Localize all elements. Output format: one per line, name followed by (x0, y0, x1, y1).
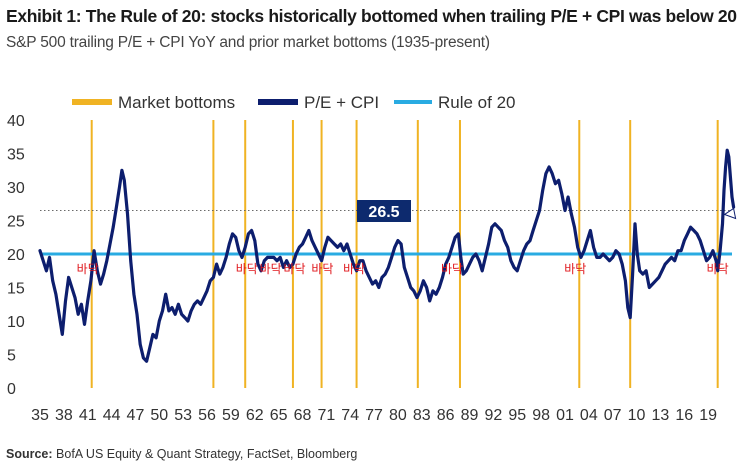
x-tick-label: 74 (341, 407, 359, 424)
y-tick-label: 20 (7, 247, 25, 264)
x-tick-label: 13 (652, 407, 670, 424)
y-tick-label: 15 (7, 281, 25, 298)
source-label: Source: (6, 447, 53, 461)
x-tick-label: 16 (675, 407, 693, 424)
legend-swatch-series (258, 99, 298, 105)
chart-title: Exhibit 1: The Rule of 20: stocks histor… (6, 6, 737, 26)
x-tick-label: 53 (174, 407, 192, 424)
x-tick-label: 80 (389, 407, 407, 424)
source-note: Source: BofA US Equity & Quant Strategy,… (6, 447, 357, 461)
callout-box (357, 200, 411, 222)
series-layer (38, 148, 736, 363)
legend-swatch-bottoms (72, 99, 112, 105)
x-tick-label: 47 (127, 407, 145, 424)
x-tick-label: 44 (103, 407, 121, 424)
y-tick-label: 10 (7, 314, 25, 331)
chart-subtitle: S&P 500 trailing P/E + CPI YoY and prior… (6, 34, 490, 51)
bottom-label: 바닥 (311, 262, 333, 276)
x-tick-label: 62 (246, 407, 264, 424)
y-tick-label: 40 (7, 113, 25, 130)
x-tick-label: 10 (628, 407, 646, 424)
x-tick-label: 68 (294, 407, 312, 424)
bottom-label: 바닥 (236, 262, 258, 276)
axes: 0 5 10 15 20 25 30 35 40 35 38 41 44 47 50 53 56 59 62 65 68… (7, 113, 717, 424)
x-tick-label: 35 (31, 407, 49, 424)
pe-cpi-series-line (38, 148, 736, 363)
x-tick-label: 04 (580, 407, 598, 424)
x-tick-label: 92 (484, 407, 502, 424)
x-tick-label: 65 (270, 407, 288, 424)
x-tick-label: 41 (79, 407, 97, 424)
x-tick-label: 89 (461, 407, 479, 424)
bottom-label: 바닥 (441, 262, 463, 276)
legend-label-series: P/E + CPI (304, 93, 379, 112)
y-tick-label: 5 (7, 348, 16, 365)
x-tick-label: 98 (532, 407, 550, 424)
current-value-callout: 26.5 (357, 200, 737, 222)
x-tick-label: 01 (556, 407, 574, 424)
bottom-label: 바닥 (77, 262, 99, 276)
legend: Market bottoms P/E + CPI Rule of 20 (72, 93, 516, 112)
reference-lines (40, 210, 732, 256)
y-tick-label: 35 (7, 147, 25, 164)
x-tick-label: 59 (222, 407, 240, 424)
y-tick-label: 0 (7, 381, 16, 398)
legend-swatch-rule (394, 100, 432, 104)
x-tick-label: 50 (150, 407, 168, 424)
arrow-icon (723, 207, 737, 220)
y-tick-label: 30 (7, 180, 25, 197)
x-tick-label: 77 (365, 407, 383, 424)
x-tick-label: 83 (413, 407, 431, 424)
bottom-label: 바닥 (283, 262, 305, 276)
x-tick-label: 38 (55, 407, 73, 424)
x-tick-label: 95 (508, 407, 526, 424)
callout-value: 26.5 (368, 204, 399, 221)
y-tick-label: 25 (7, 214, 25, 231)
bottom-label: 바닥 (707, 262, 729, 276)
legend-label-rule: Rule of 20 (438, 93, 516, 112)
bottom-label: 바닥 (343, 262, 365, 276)
x-tick-label: 19 (699, 407, 717, 424)
x-tick-label: 86 (437, 407, 455, 424)
bottom-label: 바닥 (260, 262, 282, 276)
x-tick-label: 07 (604, 407, 622, 424)
x-tick-label: 71 (317, 407, 335, 424)
source-text: BofA US Equity & Quant Strategy, FactSet… (56, 447, 358, 461)
x-tick-label: 56 (198, 407, 216, 424)
bottom-label: 바닥 (564, 262, 586, 276)
bottom-labels: 바닥 바닥 바닥 바닥 바닥 바닥 바닥 바닥 바닥 (77, 262, 729, 276)
legend-label-bottoms: Market bottoms (118, 93, 235, 112)
